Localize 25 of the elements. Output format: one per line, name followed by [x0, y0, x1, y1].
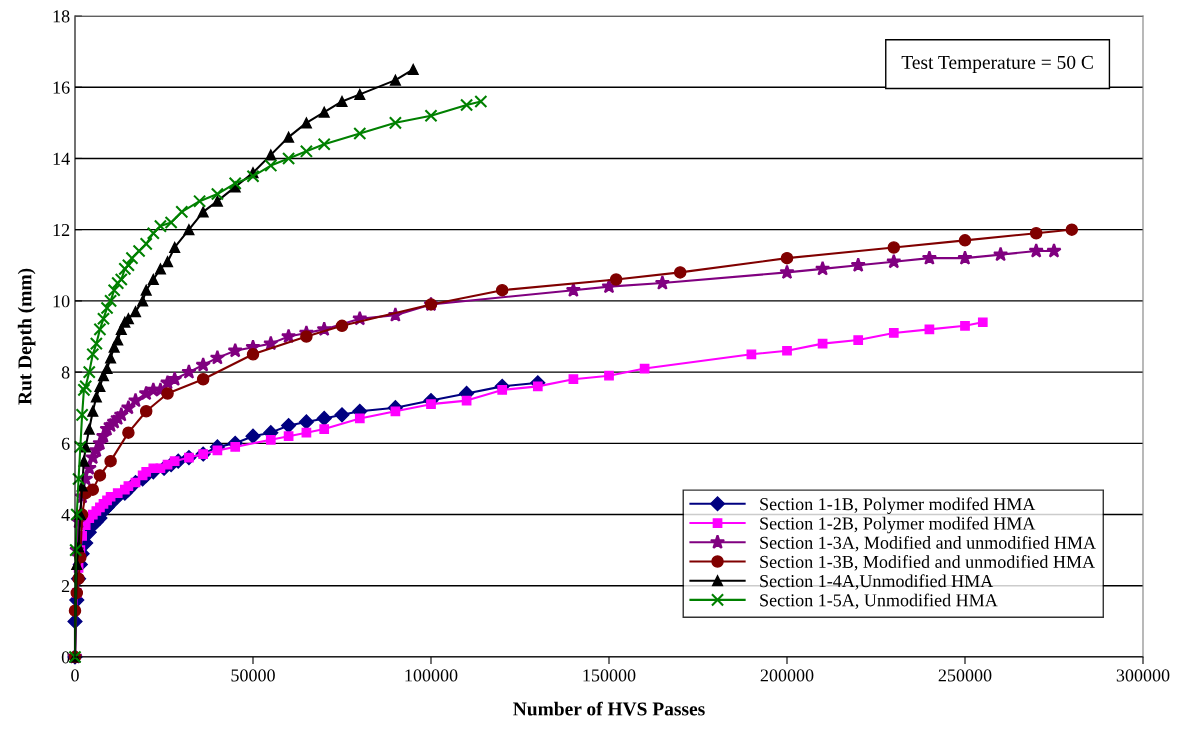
y-tick-label: 6 — [61, 437, 70, 450]
y-tick-label: 16 — [53, 81, 70, 94]
legend-label: Section 1-5A, Unmodified HMA — [760, 593, 998, 609]
y-axis-title: Rut Depth (mm) — [17, 268, 36, 405]
y-tick-label: 4 — [61, 508, 70, 521]
legend-label: Section 1-3A, Modified and unmodified HMA — [760, 535, 1096, 552]
x-tick-label: 300000 — [1116, 669, 1170, 682]
y-tick-label: 8 — [61, 366, 70, 379]
y-tick-label: 18 — [53, 10, 70, 23]
y-tick-label: 2 — [61, 580, 70, 593]
x-tick-label: 200000 — [760, 669, 814, 682]
x-tick-label: 50000 — [231, 669, 275, 682]
legend-label: Section 1-3B, Modified and unmodified HMA — [760, 555, 1095, 571]
annotation: Test Temperature = 50 C — [901, 55, 1093, 73]
y-tick-label: 10 — [53, 295, 70, 308]
legend-label: Section 1-2B, Polymer modifed HMA — [760, 516, 1036, 534]
y-tick-label: 12 — [53, 223, 70, 236]
legend-label: Section 1-1B, Polymer modifed HMA — [760, 497, 1036, 514]
x-tick-label: 100000 — [405, 669, 458, 682]
x-axis-title: Number of HVS Passes — [513, 701, 705, 716]
y-tick-label: 14 — [53, 152, 70, 165]
x-tick-label: 250000 — [938, 669, 992, 682]
legend-label: Section 1-4A,Unmodified HMA — [760, 574, 994, 590]
x-tick-label: 150000 — [583, 669, 636, 682]
x-tick-label: 0 — [71, 669, 79, 682]
